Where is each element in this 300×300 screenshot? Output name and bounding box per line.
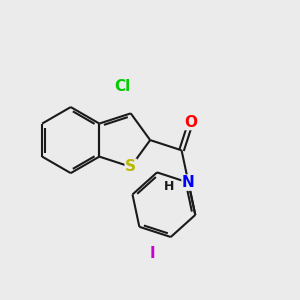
Text: Cl: Cl (114, 79, 130, 94)
Text: S: S (125, 159, 136, 174)
Text: H: H (164, 180, 174, 193)
Text: O: O (184, 115, 197, 130)
Text: N: N (182, 175, 195, 190)
Text: I: I (149, 246, 155, 261)
